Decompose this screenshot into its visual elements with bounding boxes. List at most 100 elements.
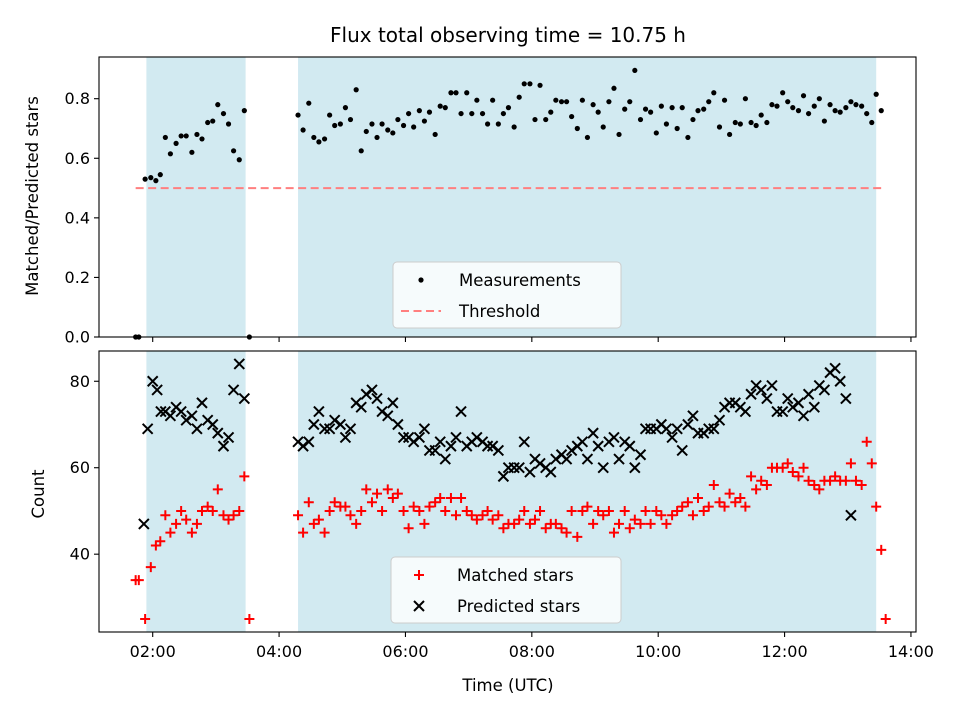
predicted-stars-point bbox=[682, 418, 694, 431]
count-legend-box bbox=[390, 556, 622, 624]
matched-stars-point bbox=[239, 471, 250, 482]
matched-stars-point bbox=[424, 501, 435, 512]
matched-stars-point bbox=[223, 514, 234, 525]
measurements-point bbox=[753, 122, 759, 129]
measurements-point bbox=[484, 121, 491, 127]
matched-stars-point bbox=[440, 505, 451, 516]
measurements-point bbox=[379, 121, 385, 127]
matched-stars-point bbox=[366, 497, 377, 508]
measurements-point bbox=[848, 99, 854, 105]
matched-stars-point bbox=[351, 518, 362, 529]
matched-stars-point bbox=[181, 514, 192, 525]
matched-stars-point bbox=[735, 492, 746, 503]
measurements-point bbox=[385, 127, 391, 133]
measurements-point bbox=[183, 133, 189, 139]
measurements-point bbox=[537, 82, 543, 88]
predicted-stars-point bbox=[518, 436, 530, 448]
measurements-point bbox=[563, 99, 570, 105]
predicted-stars-point bbox=[323, 423, 336, 435]
measurements-point bbox=[157, 172, 163, 178]
measurements-point bbox=[369, 121, 375, 127]
measurements-point bbox=[616, 131, 622, 138]
measurements-point bbox=[653, 130, 659, 136]
matched-stars-point bbox=[598, 510, 609, 521]
predicted-stars-point bbox=[175, 405, 187, 418]
predicted-stars-point bbox=[164, 410, 177, 422]
matched-stars-point bbox=[703, 501, 714, 512]
x-tick-label: 08:00 bbox=[509, 642, 555, 661]
matched-stars-point bbox=[471, 514, 482, 525]
measurements-point bbox=[327, 112, 333, 118]
measurements-point bbox=[543, 116, 549, 123]
measurements-point bbox=[210, 118, 216, 124]
predicted-stars-point bbox=[151, 384, 163, 396]
matched-stars-point bbox=[377, 505, 388, 516]
measurements-point bbox=[332, 122, 338, 129]
predicted-stars-point bbox=[212, 427, 224, 439]
matched-stars-point bbox=[387, 492, 398, 503]
matched-stars-point bbox=[793, 471, 804, 482]
predicted-stars-point bbox=[802, 388, 815, 400]
matched-stars-point bbox=[550, 518, 561, 529]
matched-stars-point bbox=[588, 518, 599, 529]
matched-stars-point bbox=[435, 492, 446, 503]
measurements-point bbox=[637, 116, 644, 123]
predicted-stars-point bbox=[455, 405, 467, 418]
ratio-y-tick-label: 0.6 bbox=[65, 149, 90, 168]
matched-stars-point bbox=[493, 510, 504, 521]
matched-stars-point bbox=[761, 480, 772, 491]
measurements-point bbox=[442, 105, 448, 111]
matched-stars-point bbox=[345, 510, 356, 521]
matched-stars-point bbox=[730, 497, 741, 508]
matched-stars-point bbox=[451, 510, 462, 521]
measurements-point bbox=[859, 103, 865, 109]
predicted-stars-point bbox=[387, 397, 399, 409]
matched-stars-point bbox=[677, 501, 688, 512]
matched-stars-point bbox=[202, 501, 213, 512]
measurements-point bbox=[864, 110, 870, 117]
measurements-point bbox=[658, 103, 664, 109]
matched-stars-point bbox=[687, 510, 698, 521]
measurements-point bbox=[400, 122, 407, 129]
x-tick-label: 06:00 bbox=[382, 642, 428, 661]
matched-stars-point bbox=[803, 475, 814, 486]
measurements-point bbox=[843, 105, 849, 111]
measurements-point bbox=[167, 151, 174, 157]
measurements-point bbox=[711, 90, 717, 96]
matched-stars-point bbox=[577, 505, 588, 516]
measurements-point bbox=[205, 119, 211, 126]
measurements-point bbox=[230, 148, 237, 154]
matched-stars-point bbox=[614, 518, 625, 529]
count-panel: 40 60 80 02:00 04:00 06:00 08:00 10:00 12:00 14:0… bbox=[70, 351, 934, 661]
ratio-shade-0 bbox=[146, 57, 246, 337]
predicted-stars-point bbox=[196, 397, 208, 409]
measurements-point bbox=[695, 108, 701, 114]
matched-stars-point bbox=[561, 527, 572, 538]
measurements-point bbox=[558, 99, 565, 105]
measurements-point bbox=[220, 110, 227, 117]
matched-stars-point bbox=[403, 523, 414, 534]
matched-stars-point bbox=[825, 475, 836, 486]
predicted-stars-point bbox=[797, 410, 810, 422]
measurements-point bbox=[527, 81, 533, 87]
x-tick-label: 14:00 bbox=[888, 642, 934, 661]
matched-stars-point bbox=[218, 510, 229, 521]
predicted-stars-point bbox=[497, 470, 510, 483]
predicted-stars-point bbox=[755, 384, 767, 396]
predicted-stars-point bbox=[303, 436, 315, 448]
measurements-point bbox=[532, 116, 538, 123]
predicted-stars-point bbox=[766, 379, 778, 392]
matched-stars-point bbox=[145, 562, 156, 573]
measurements-point bbox=[869, 119, 875, 126]
measurements-point bbox=[853, 102, 859, 108]
predicted-stars-point bbox=[776, 405, 789, 418]
measurements-point bbox=[347, 116, 354, 123]
count-y-tick-label: 60 bbox=[70, 458, 90, 477]
measurements-point bbox=[432, 131, 438, 138]
matched-stars-legend-marker bbox=[414, 570, 424, 580]
matched-stars-point bbox=[487, 514, 498, 525]
matched-stars-point bbox=[445, 492, 456, 503]
matched-stars-point bbox=[751, 484, 762, 495]
measurements-point bbox=[469, 110, 475, 117]
measurements-point bbox=[505, 105, 512, 111]
